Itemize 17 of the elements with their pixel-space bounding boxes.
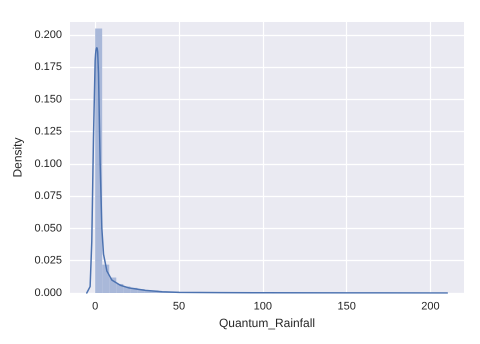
y-tick-label: 0.100 [34,158,62,170]
y-tick-label: 0.175 [34,61,62,74]
x-tick-label: 100 [254,300,272,312]
y-tick-label: 0.000 [34,287,62,299]
y-tick-label: 0.050 [34,222,62,234]
line-series [86,47,448,294]
x-tick-label: 0 [92,300,98,312]
x-tick-label: 50 [172,300,186,312]
y-tick-label: 0.150 [34,93,62,106]
y-tick-label: 0.075 [34,190,62,202]
y-axis-title: Density [10,137,25,178]
y-tick-label: 0.125 [34,126,62,138]
x-tick-label: 150 [337,300,356,312]
y-tick-label: 0.025 [34,254,62,267]
x-tick-label: 200 [421,300,440,312]
y-tick-label: 0.200 [34,28,62,41]
x-axis-title: Quantum_Rainfall [218,316,316,330]
